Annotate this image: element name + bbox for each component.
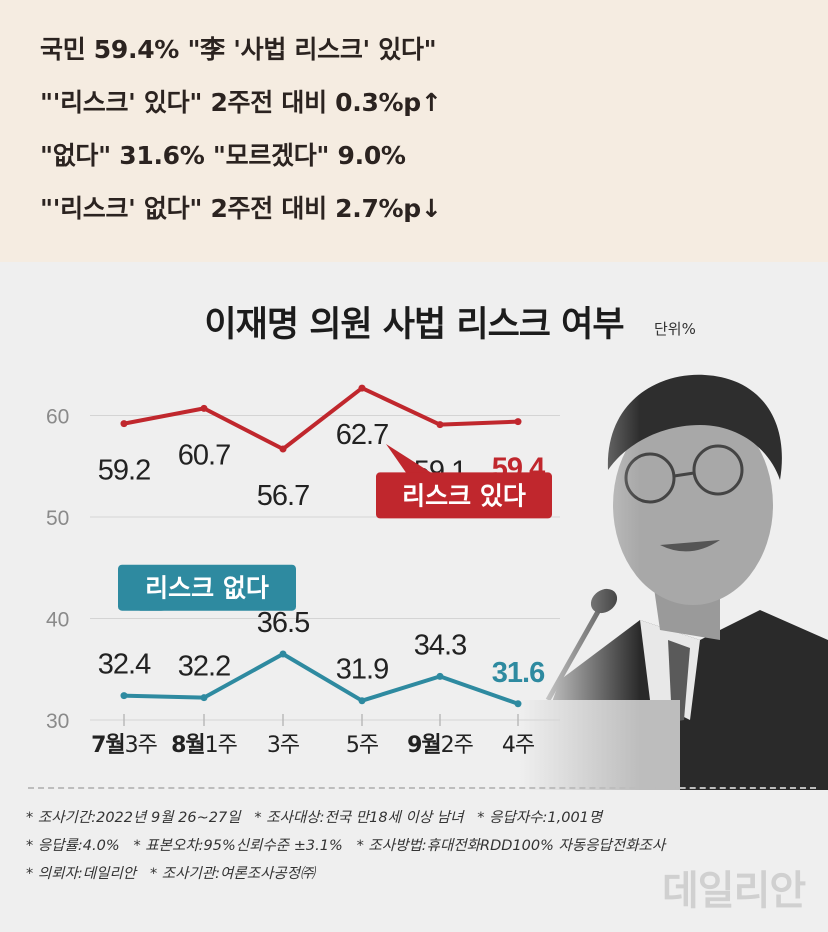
data-label: 31.6	[492, 657, 545, 689]
y-tick-label: 30	[46, 710, 69, 733]
data-label: 56.7	[257, 480, 309, 512]
data-label: 59.2	[98, 455, 150, 487]
data-point	[279, 445, 287, 453]
chart-title: 이재명 의원 사법 리스크 여부	[204, 305, 624, 345]
x-tick-label: 9월2주	[407, 733, 474, 758]
x-tick-week: 3주	[267, 733, 300, 758]
headline-banner: 국민 59.4% "李 '사법 리스크' 있다" "'리스크' 있다" 2주전 …	[0, 0, 828, 262]
callout-label: 리스크 없다	[145, 574, 269, 603]
divider	[28, 787, 816, 789]
x-tick-label: 5주	[346, 733, 379, 758]
data-point	[279, 650, 287, 658]
data-label: 60.7	[178, 439, 230, 471]
data-point	[436, 421, 444, 429]
x-tick-label: 8월1주	[171, 733, 238, 758]
data-label: 36.5	[257, 607, 309, 639]
x-tick-week: 3주	[125, 733, 158, 758]
headline-line-1: 국민 59.4% "李 '사법 리스크' 있다"	[40, 35, 437, 64]
chart-unit: 단위%	[654, 320, 696, 338]
note-client: * 의뢰자:데일리안	[26, 866, 137, 882]
x-tick-label: 3주	[267, 733, 300, 758]
y-tick-label: 60	[46, 406, 69, 429]
data-point	[514, 418, 522, 426]
note-period: * 조사기간:2022년 9월 26~27일	[26, 810, 241, 826]
data-point	[358, 697, 366, 705]
note-agency: * 조사기관:여론조사공정㈜	[149, 866, 315, 882]
note-response-rate: * 응답률:4.0%	[26, 838, 120, 854]
note-target: * 조사대상:전국 만18세 이상 남녀	[254, 810, 464, 826]
callout-pointer	[136, 608, 164, 611]
x-tick-week: 1주	[205, 733, 238, 758]
data-point	[120, 692, 128, 700]
notes-row: * 의뢰자:데일리안 * 조사기관:여론조사공정㈜	[26, 862, 665, 890]
x-tick-week: 4주	[502, 733, 535, 758]
data-point	[200, 404, 208, 412]
x-tick-week: 2주	[441, 733, 474, 758]
data-point	[436, 672, 444, 680]
note-method: * 조사방법:휴대전화RDD100% 자동응답전화조사	[356, 838, 666, 854]
data-label: 62.7	[336, 419, 388, 451]
note-respondents: * 응답자수:1,001명	[477, 810, 603, 826]
data-point	[120, 420, 128, 428]
data-point	[200, 694, 208, 702]
y-tick-label: 50	[46, 507, 69, 530]
data-label: 34.3	[414, 629, 466, 661]
callout-box	[376, 472, 552, 519]
callout-label: 리스크 있다	[402, 481, 526, 510]
x-tick-week: 5주	[346, 733, 379, 758]
y-tick-label: 40	[46, 609, 69, 632]
data-label: 32.4	[98, 649, 151, 681]
x-tick-label: 4주	[502, 733, 535, 758]
x-tick-label: 7월3주	[91, 733, 158, 758]
survey-notes: * 조사기간:2022년 9월 26~27일 * 조사대상:전국 만18세 이상…	[26, 806, 665, 890]
data-point	[358, 384, 366, 392]
x-tick-month: 8월	[171, 733, 205, 758]
callout-box	[118, 564, 296, 611]
x-tick-month: 9월	[407, 733, 441, 758]
data-point	[514, 700, 522, 708]
note-margin: * 표본오차:95%신뢰수준 ±3.1%	[133, 838, 343, 854]
headline-line-4: "'리스크' 없다" 2주전 대비 2.7%p↓	[40, 194, 442, 223]
series-line-1	[123, 652, 519, 706]
headline-line-3: "없다" 31.6% "모르겠다" 9.0%	[40, 141, 406, 170]
data-label: 32.2	[178, 651, 230, 683]
notes-row: * 조사기간:2022년 9월 26~27일 * 조사대상:전국 만18세 이상…	[26, 806, 665, 834]
notes-row: * 응답률:4.0% * 표본오차:95%신뢰수준 ±3.1% * 조사방법:휴…	[26, 834, 665, 862]
watermark-logo: 데일리안	[662, 868, 806, 914]
series-line-0	[123, 386, 519, 451]
headline-line-2: "'리스크' 있다" 2주전 대비 0.3%p↑	[40, 88, 442, 117]
x-tick-month: 7월	[91, 733, 125, 758]
data-label: 31.9	[336, 654, 388, 686]
